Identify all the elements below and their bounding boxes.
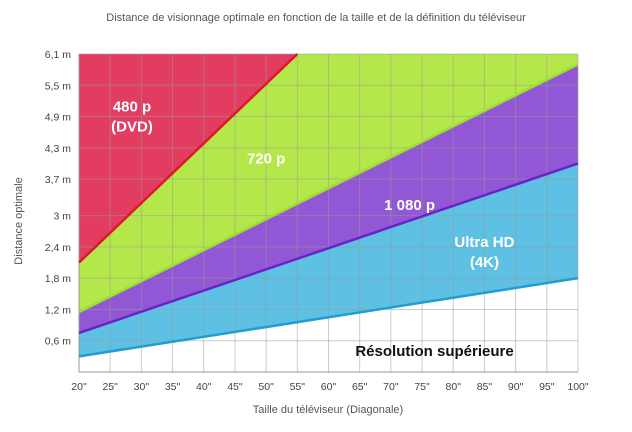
y-axis-ticks: 0,6 m 1,2 m 1,8 m 2,4 m 3 m 3,7 m 4,3 m 4,9 m 5,…	[45, 49, 72, 348]
label-ultra-hd-line-1: Ultra HD	[454, 234, 514, 251]
boundary-1080p	[78, 162, 579, 335]
y-tick-label: 1,2 m	[45, 304, 72, 316]
label-480p-line-1: 480 p	[113, 99, 151, 116]
x-tick-label: 55"	[290, 381, 306, 393]
y-tick-label: 3 m	[53, 211, 71, 223]
y-tick-label: 1,8 m	[45, 273, 72, 285]
chart-region-labels: 480 p (DVD) 720 p 1 080 p Ultra HD (4K) Résolu…	[111, 99, 514, 361]
y-tick-label: 6,1 m	[45, 49, 72, 61]
chart-title: Distance de visionnage optimale en fonct…	[106, 12, 526, 24]
x-tick-label: 35"	[165, 381, 181, 393]
x-tick-label: 50"	[258, 381, 274, 393]
x-tick-label: 75"	[414, 381, 430, 393]
x-tick-label: 85"	[477, 381, 493, 393]
y-tick-label: 5,5 m	[45, 80, 72, 92]
x-tick-label: 60"	[321, 381, 337, 393]
x-axis-label: Taille du téléviseur (Diagonale)	[253, 404, 403, 416]
label-resolution-superieure: Résolution supérieure	[355, 343, 513, 360]
label-720p: 720 p	[247, 150, 285, 167]
chart-boundaries	[78, 53, 579, 358]
chart-grid	[78, 53, 579, 373]
label-480p-line-2: (DVD)	[111, 119, 153, 136]
x-tick-label: 45"	[227, 381, 243, 393]
x-tick-label: 80"	[446, 381, 462, 393]
x-tick-label: 65"	[352, 381, 368, 393]
x-tick-label: 40"	[196, 381, 212, 393]
x-tick-label: 90"	[508, 381, 524, 393]
x-tick-label: 95"	[539, 381, 555, 393]
label-1080p: 1 080 p	[384, 197, 435, 214]
y-tick-label: 3,7 m	[45, 174, 72, 186]
x-tick-label: 20"	[71, 381, 87, 393]
label-ultra-hd-line-2: (4K)	[470, 254, 499, 271]
x-tick-label: 30"	[134, 381, 150, 393]
boundary-480p	[78, 53, 299, 264]
boundary-720p	[78, 63, 579, 314]
y-tick-label: 4,9 m	[45, 112, 72, 124]
boundary-ultra-hd	[78, 276, 579, 358]
y-tick-label: 2,4 m	[45, 242, 72, 254]
y-tick-label: 4,3 m	[45, 143, 72, 155]
y-axis-label: Distance optimale	[13, 177, 25, 264]
x-axis-ticks: 20" 25" 30" 35" 40" 45" 50" 55" 60" 65" 70" 75" 80" 8…	[71, 381, 589, 393]
x-tick-label: 100"	[567, 381, 589, 393]
x-tick-label: 70"	[383, 381, 399, 393]
x-tick-label: 25"	[102, 381, 118, 393]
y-tick-label: 0,6 m	[45, 336, 72, 348]
